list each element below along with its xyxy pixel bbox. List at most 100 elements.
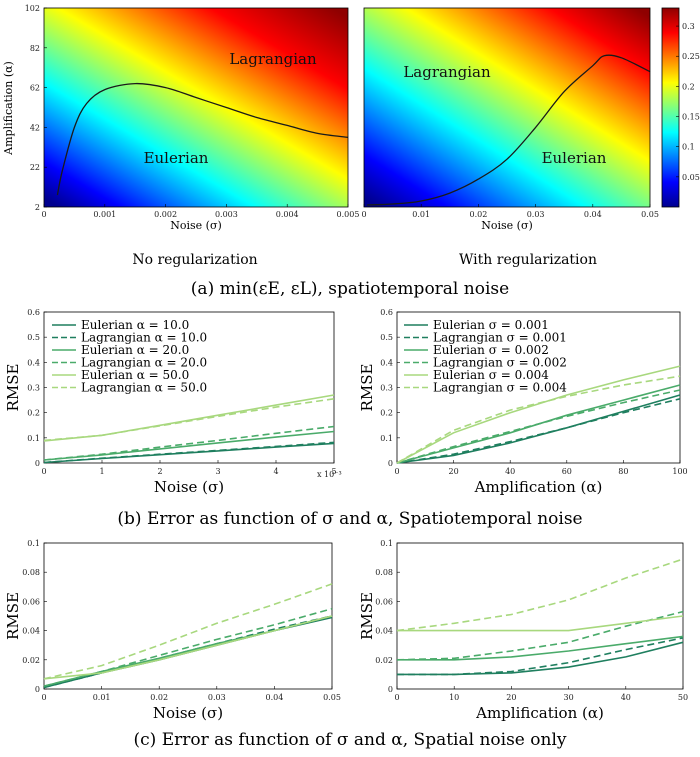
y-axis-label: RMSE <box>4 592 22 640</box>
colorbar: 0.05 0.1 0.15 0.2 0.25 0.3 <box>661 7 700 208</box>
x-tick-label: 40 <box>621 693 631 702</box>
y-tick-label: 22 <box>30 163 40 172</box>
x-tick-label: 40 <box>505 467 515 476</box>
series-line <box>43 394 335 442</box>
legend-entry: Lagrangian α = 50.0 <box>81 381 207 395</box>
heatmap-with-regularization: 0 0.01 0.02 0.03 0.04 0.05 Lagrangian Euleria… <box>361 7 659 232</box>
region-label-eulerian: Eulerian <box>542 149 607 167</box>
y-tick-label: 0.4 <box>27 358 40 367</box>
legend-entry: Lagrangian σ = 0.004 <box>433 381 567 395</box>
series-line <box>396 398 681 464</box>
y-tick-label: 0.02 <box>22 656 40 665</box>
x-tick-label: 0.003 <box>215 210 238 219</box>
series-line <box>397 635 684 661</box>
y-tick-label: 0.5 <box>380 333 393 342</box>
series-line <box>43 583 333 680</box>
x-tick-label: 0.005 <box>337 210 360 219</box>
caption-c: (c) Error as function of σ and α, Spatia… <box>134 730 567 750</box>
y-tick-label: 0.2 <box>380 409 393 418</box>
x-axis-label: Noise (σ) <box>154 478 224 496</box>
x-tick-label: 0.05 <box>641 210 659 219</box>
y-tick-label: 0 <box>35 459 40 468</box>
x-tick-label: 2 <box>157 467 162 476</box>
y-tick-label: 0.06 <box>375 597 393 606</box>
x-tick-label: 20 <box>506 693 516 702</box>
y-tick-label: 0.1 <box>380 539 393 548</box>
decision-boundary <box>366 54 651 206</box>
series-line <box>396 558 684 632</box>
y-tick-label: 0.04 <box>375 627 393 636</box>
x-axis-label: Noise (σ) <box>481 219 533 232</box>
y-tick-label: 0 <box>388 459 393 468</box>
plot-frame <box>43 542 333 690</box>
y-tick-label: 0.08 <box>22 568 40 577</box>
y-tick-label: 82 <box>30 44 40 53</box>
y-tick-label: 102 <box>25 4 40 13</box>
y-tick-label: 0.02 <box>375 656 393 665</box>
colorbar-tick-label: 0.05 <box>682 173 700 182</box>
x-tick-label: 5 <box>331 467 336 476</box>
region-label-lagrangian: Lagrangian <box>229 50 317 68</box>
series-line <box>43 441 335 464</box>
y-tick-label: 0 <box>388 685 393 694</box>
caption-b: (b) Error as function of σ and α, Spatio… <box>117 509 582 529</box>
legend-entry: Lagrangian σ = 0.002 <box>433 356 567 370</box>
y-tick-label: 42 <box>30 123 40 132</box>
y-tick-label: 0.1 <box>27 434 40 443</box>
x-tick-label: 80 <box>618 467 628 476</box>
heatmap-field <box>44 8 348 207</box>
x-tick-label: 0.02 <box>469 210 487 219</box>
heatmap-field <box>364 8 650 207</box>
series-line <box>396 394 681 464</box>
y-tick-label: 0.1 <box>380 434 393 443</box>
x-axis-label: Amplification (α) <box>474 478 603 496</box>
legend-entry: Eulerian α = 50.0 <box>81 368 189 382</box>
series-line <box>396 610 684 661</box>
x-tick-label: 0.04 <box>265 693 283 702</box>
x-tick-label: 0.03 <box>208 693 226 702</box>
line-chart-b-noise: 0 1 2 3 4 5 0 0.1 0.2 0.3 0.4 0.5 0.6 Noise (σ) RMSE Eu… <box>4 308 337 496</box>
colorbar-tick-label: 0.2 <box>682 82 695 91</box>
y-axis-label: RMSE <box>358 592 376 640</box>
series-line <box>43 398 335 442</box>
subtitle-no-regularization: No regularization <box>132 252 257 268</box>
colorbar-gradient <box>661 7 680 208</box>
x-axis-label: Noise (σ) <box>170 219 222 232</box>
series-line <box>397 637 684 676</box>
x-tick-label: 3 <box>215 467 220 476</box>
x-axis-label: Noise (σ) <box>153 704 223 722</box>
y-tick-label: 0.5 <box>27 333 40 342</box>
colorbar-tick-label: 0.15 <box>682 113 700 122</box>
x-tick-label: 50 <box>678 693 688 702</box>
y-tick-label: 0.04 <box>22 627 40 636</box>
x-axis-label: Amplification (α) <box>475 704 604 722</box>
subtitle-with-regularization: With regularization <box>459 252 597 268</box>
caption-a: (a) min(εE, εL), spatiotemporal noise <box>191 279 509 299</box>
x-tick-label: 0 <box>41 693 46 702</box>
series-line <box>397 615 684 632</box>
legend-entry: Lagrangian α = 20.0 <box>81 356 207 370</box>
y-tick-label: 0.2 <box>27 409 40 418</box>
x-tick-label: 0.002 <box>154 210 177 219</box>
x-tick-label: 0.02 <box>150 693 168 702</box>
series-line <box>43 425 335 461</box>
series-line <box>396 389 681 464</box>
legend-entry: Eulerian σ = 0.002 <box>433 343 549 357</box>
colorbar-tick-label: 0.1 <box>682 143 695 152</box>
x-tick-label: 20 <box>449 467 459 476</box>
y-tick-label: 0.08 <box>375 568 393 577</box>
x-tick-label: 0.04 <box>584 210 602 219</box>
x-exponent-label: x 10⁻³ <box>317 470 342 479</box>
x-tick-label: 10 <box>449 693 459 702</box>
x-tick-label: 0 <box>361 210 366 219</box>
legend-entry: Eulerian α = 20.0 <box>81 343 189 357</box>
line-chart-c-amplification: 0 10 20 30 40 50 0 0.02 0.04 0.06 0.08 0.1 Amplifica… <box>358 539 688 722</box>
y-tick-label: 0.3 <box>380 384 393 393</box>
series-line <box>396 375 681 464</box>
y-tick-label: 2 <box>35 203 40 212</box>
y-axis-label: RMSE <box>4 364 22 412</box>
series-line <box>43 615 333 680</box>
y-tick-label: 0.6 <box>380 308 393 317</box>
